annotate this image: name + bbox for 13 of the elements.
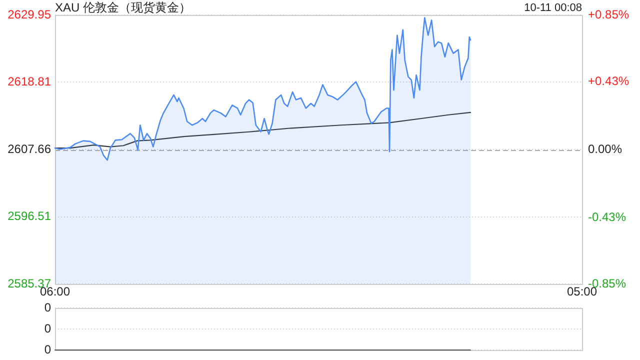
y2-tick-label: 0.00% (588, 142, 622, 156)
y-tick-label: 0 (44, 342, 52, 356)
text: 10-11 00:08 (524, 2, 582, 14)
y-tick-label: 2618.81 (8, 74, 52, 89)
y-tick-label: 2596.51 (8, 209, 52, 224)
y-tick-label: 2629.95 (8, 7, 52, 22)
y2-tick-label: +0.85% (588, 7, 630, 22)
chart-title: XAU 伦敦金（现货黄金） (55, 0, 192, 14)
y2-tick-label: +0.43% (588, 74, 630, 88)
y-tick-label: 0 (44, 321, 52, 336)
y-tick-label: 0 (44, 300, 52, 314)
y-tick-label: 2607.66 (8, 142, 52, 156)
y2-tick-label: -0.43% (588, 210, 626, 224)
